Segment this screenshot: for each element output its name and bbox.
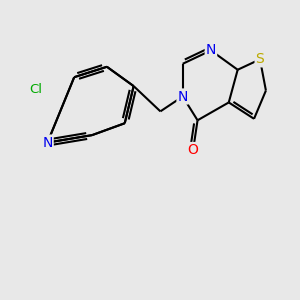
Text: Cl: Cl bbox=[29, 82, 42, 96]
Text: N: N bbox=[206, 44, 216, 57]
Text: N: N bbox=[42, 136, 52, 150]
Text: S: S bbox=[256, 52, 264, 66]
Text: O: O bbox=[188, 143, 199, 157]
Text: N: N bbox=[178, 89, 188, 103]
